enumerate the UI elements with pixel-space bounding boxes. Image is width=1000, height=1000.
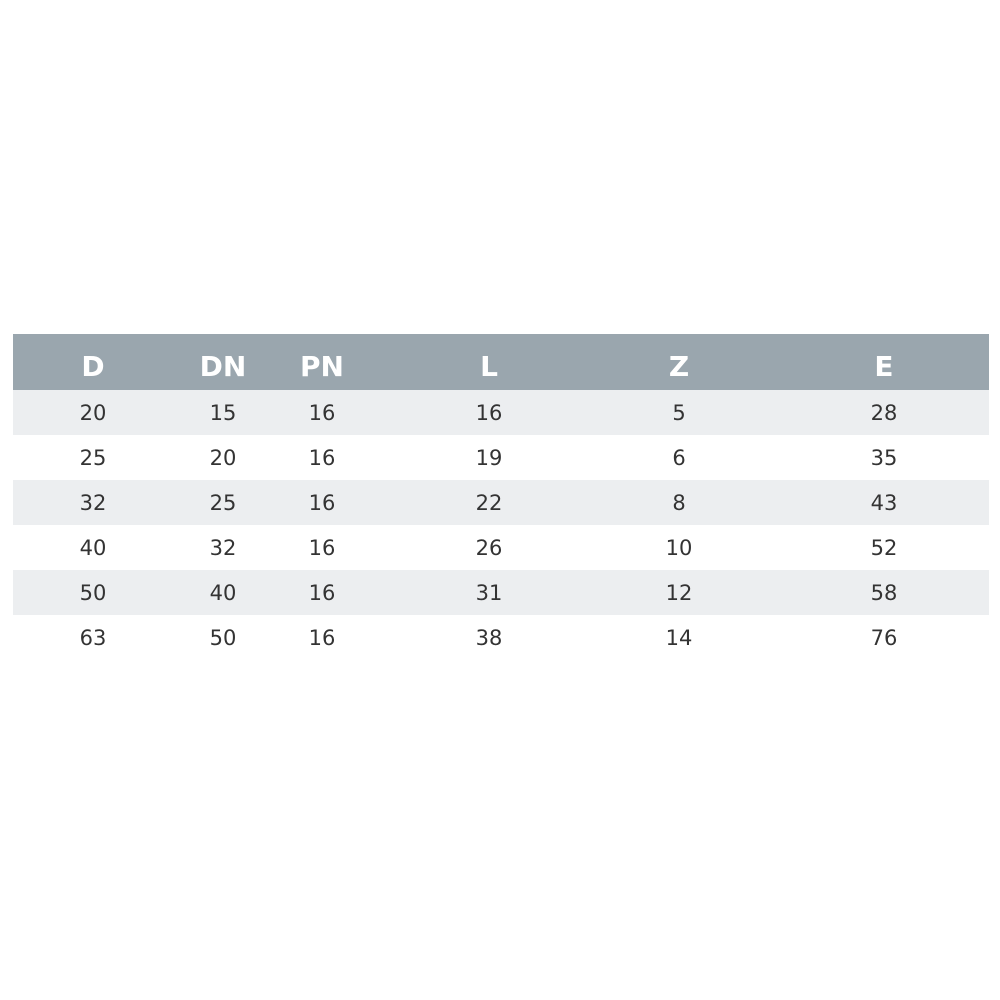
- table-cell: 16: [308, 445, 336, 470]
- table-cell: 16: [475, 400, 503, 425]
- table-row: 40 32 16 26 10 52: [13, 525, 989, 570]
- table-row: 20 15 16 16 5 28: [13, 390, 989, 435]
- table-cell: 20: [209, 445, 237, 470]
- table-cell: 16: [308, 400, 336, 425]
- dimensions-table: D DN PN L Z E 20 15 16 16 5 28 25 20 16 19 6 35 32 25…: [13, 334, 989, 660]
- table-row: 25 20 16 19 6 35: [13, 435, 989, 480]
- table-cell: 76: [870, 625, 898, 650]
- table-cell: 16: [308, 535, 336, 560]
- table-cell: 25: [79, 445, 107, 470]
- table-cell: 58: [870, 580, 898, 605]
- table-row: 63 50 16 38 14 76: [13, 615, 989, 660]
- table-cell: 32: [209, 535, 237, 560]
- table-cell: 32: [79, 490, 107, 515]
- table-cell: 6: [672, 445, 686, 470]
- header-cell: Z: [668, 349, 690, 383]
- table-cell: 50: [79, 580, 107, 605]
- table-cell: 28: [870, 400, 898, 425]
- table-cell: 26: [475, 535, 503, 560]
- table-cell: 14: [665, 625, 693, 650]
- table-cell: 5: [672, 400, 686, 425]
- table-cell: 25: [209, 490, 237, 515]
- table-cell: 35: [870, 445, 898, 470]
- header-cell: E: [874, 349, 894, 383]
- table-cell: 40: [79, 535, 107, 560]
- header-cell: D: [81, 349, 105, 383]
- header-cell: L: [480, 349, 498, 383]
- table-cell: 12: [665, 580, 693, 605]
- table-cell: 16: [308, 490, 336, 515]
- table-cell: 22: [475, 490, 503, 515]
- table-row: 50 40 16 31 12 58: [13, 570, 989, 615]
- table-cell: 40: [209, 580, 237, 605]
- table-cell: 63: [79, 625, 107, 650]
- table-cell: 20: [79, 400, 107, 425]
- header-cell: DN: [199, 349, 247, 383]
- table-cell: 8: [672, 490, 686, 515]
- table-cell: 50: [209, 625, 237, 650]
- table-cell: 52: [870, 535, 898, 560]
- table-cell: 15: [209, 400, 237, 425]
- table-cell: 19: [475, 445, 503, 470]
- table-cell: 16: [308, 580, 336, 605]
- table-cell: 38: [475, 625, 503, 650]
- table-cell: 16: [308, 625, 336, 650]
- table-row: 32 25 16 22 8 43: [13, 480, 989, 525]
- table-cell: 10: [665, 535, 693, 560]
- table-header: D DN PN L Z E: [13, 334, 989, 390]
- header-cell: PN: [300, 349, 344, 383]
- table-cell: 31: [475, 580, 503, 605]
- table-cell: 43: [870, 490, 898, 515]
